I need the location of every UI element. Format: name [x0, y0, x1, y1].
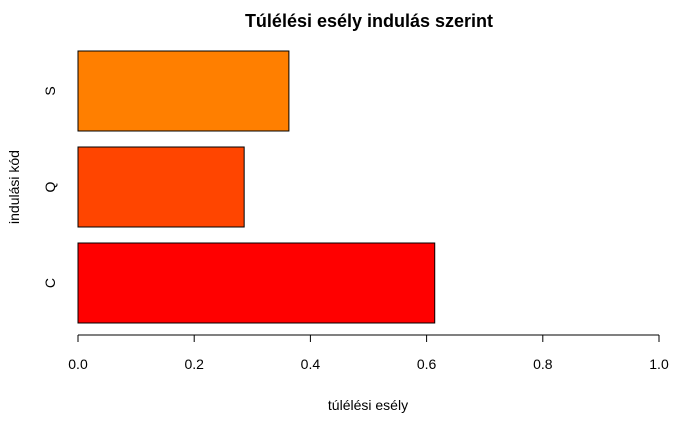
x-tick-label: 0.6	[417, 356, 437, 372]
bar-Q	[77, 146, 245, 228]
x-tick-label: 0.8	[533, 356, 553, 372]
bars-group	[77, 50, 436, 324]
x-tick-label: 0.2	[184, 356, 204, 372]
y-tick-label-Q: Q	[42, 181, 58, 192]
chart-title: Túlélési esély indulás szerint	[245, 11, 493, 31]
x-tick-label: 0.4	[301, 356, 321, 372]
bar-C	[77, 242, 436, 324]
bar-S	[77, 50, 290, 132]
x-axis-label: túlélési esély	[328, 397, 408, 413]
y-tick-label-S: S	[42, 86, 58, 95]
y-tick-label-C: C	[42, 278, 58, 288]
x-tick-label: 1.0	[649, 356, 669, 372]
y-axis-label: indulási kód	[6, 150, 22, 224]
x-axis-ticks: 0.0 0.2 0.4 0.6 0.8 1.0	[68, 335, 669, 372]
x-tick-label: 0.0	[68, 356, 88, 372]
y-tick-labels: C Q S	[42, 86, 58, 288]
